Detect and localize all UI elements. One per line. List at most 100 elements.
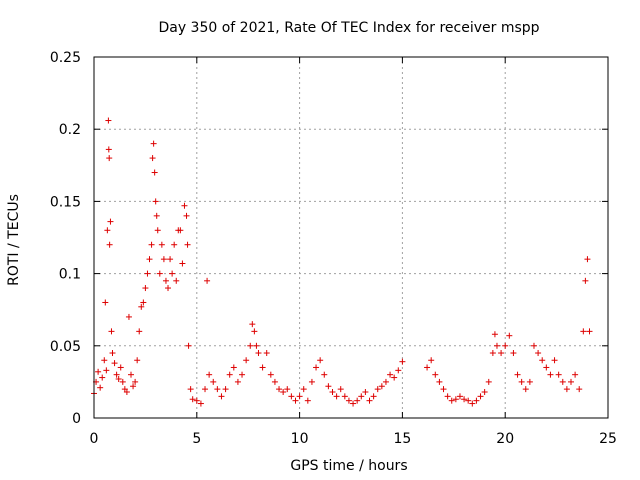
data-point bbox=[491, 331, 498, 338]
data-point bbox=[473, 397, 480, 404]
data-point bbox=[109, 350, 116, 357]
data-point bbox=[452, 396, 459, 403]
data-point bbox=[288, 393, 295, 400]
data-point bbox=[187, 386, 194, 393]
data-point bbox=[399, 358, 406, 365]
y-axis-label: ROTI / TECUs bbox=[6, 194, 22, 286]
data-point bbox=[469, 400, 476, 407]
data-point bbox=[530, 342, 537, 349]
data-point bbox=[510, 350, 517, 357]
data-point bbox=[329, 389, 336, 396]
data-point bbox=[448, 397, 455, 404]
data-point bbox=[576, 386, 583, 393]
data-point bbox=[387, 371, 394, 378]
data-point bbox=[374, 386, 381, 393]
data-point bbox=[111, 360, 118, 367]
data-point bbox=[477, 393, 484, 400]
data-point bbox=[134, 357, 141, 364]
data-point bbox=[253, 342, 260, 349]
data-point bbox=[493, 342, 500, 349]
data-point bbox=[547, 371, 554, 378]
data-point bbox=[144, 270, 151, 277]
data-point bbox=[103, 367, 110, 374]
data-point bbox=[292, 397, 299, 404]
data-point bbox=[485, 378, 492, 385]
data-point bbox=[132, 378, 139, 385]
data-point bbox=[125, 313, 132, 320]
data-point bbox=[108, 328, 115, 335]
data-point bbox=[148, 241, 155, 248]
data-point bbox=[150, 140, 157, 147]
data-point bbox=[177, 227, 184, 234]
data-point bbox=[189, 396, 196, 403]
data-point bbox=[249, 321, 256, 328]
data-point bbox=[572, 371, 579, 378]
data-point bbox=[165, 285, 172, 292]
data-point bbox=[271, 378, 278, 385]
data-point bbox=[337, 386, 344, 393]
data-point bbox=[461, 396, 468, 403]
data-point bbox=[350, 400, 357, 407]
data-point bbox=[506, 332, 513, 339]
data-point bbox=[197, 400, 204, 407]
data-point bbox=[259, 364, 266, 371]
x-tick-label: 20 bbox=[496, 431, 514, 447]
data-point bbox=[489, 350, 496, 357]
data-point bbox=[518, 378, 525, 385]
data-point bbox=[526, 378, 533, 385]
data-point bbox=[102, 299, 109, 306]
data-point bbox=[171, 241, 178, 248]
y-tick-label: 0.15 bbox=[50, 194, 81, 210]
y-tick-label: 0.25 bbox=[50, 50, 81, 66]
data-point bbox=[325, 383, 332, 390]
data-point bbox=[296, 393, 303, 400]
data-point bbox=[142, 285, 149, 292]
y-tick-label: 0 bbox=[72, 411, 81, 427]
data-point bbox=[230, 364, 237, 371]
data-point bbox=[119, 378, 126, 385]
data-point bbox=[284, 386, 291, 393]
data-point bbox=[502, 342, 509, 349]
data-point bbox=[152, 198, 159, 205]
data-point bbox=[128, 371, 135, 378]
data-point bbox=[247, 342, 254, 349]
data-point bbox=[366, 397, 373, 404]
data-point bbox=[382, 378, 389, 385]
data-point bbox=[465, 397, 472, 404]
data-point bbox=[263, 350, 270, 357]
data-point bbox=[559, 378, 566, 385]
data-point bbox=[234, 378, 241, 385]
data-point bbox=[333, 393, 340, 400]
data-point bbox=[428, 357, 435, 364]
data-point bbox=[105, 146, 112, 153]
data-point bbox=[456, 393, 463, 400]
x-tick-label: 15 bbox=[393, 431, 411, 447]
data-point bbox=[123, 389, 130, 396]
data-point bbox=[97, 384, 104, 391]
data-point bbox=[117, 364, 124, 371]
data-point bbox=[154, 227, 161, 234]
data-point bbox=[300, 386, 307, 393]
data-point bbox=[138, 303, 145, 310]
data-point bbox=[104, 227, 111, 234]
data-point bbox=[106, 155, 113, 162]
data-point bbox=[183, 212, 190, 219]
data-point bbox=[115, 376, 122, 383]
axis-ticks bbox=[93, 56, 609, 419]
data-point bbox=[130, 383, 137, 390]
data-point bbox=[522, 386, 529, 393]
data-point bbox=[378, 383, 385, 390]
data-point bbox=[136, 328, 143, 335]
data-point bbox=[424, 364, 431, 371]
data-point bbox=[222, 386, 229, 393]
data-point bbox=[158, 241, 165, 248]
data-point bbox=[169, 270, 176, 277]
data-point bbox=[99, 374, 106, 381]
data-point bbox=[584, 256, 591, 263]
data-point bbox=[214, 386, 221, 393]
grid-lines bbox=[94, 57, 608, 418]
data-point bbox=[193, 397, 200, 404]
data-point bbox=[345, 397, 352, 404]
data-point bbox=[185, 342, 192, 349]
